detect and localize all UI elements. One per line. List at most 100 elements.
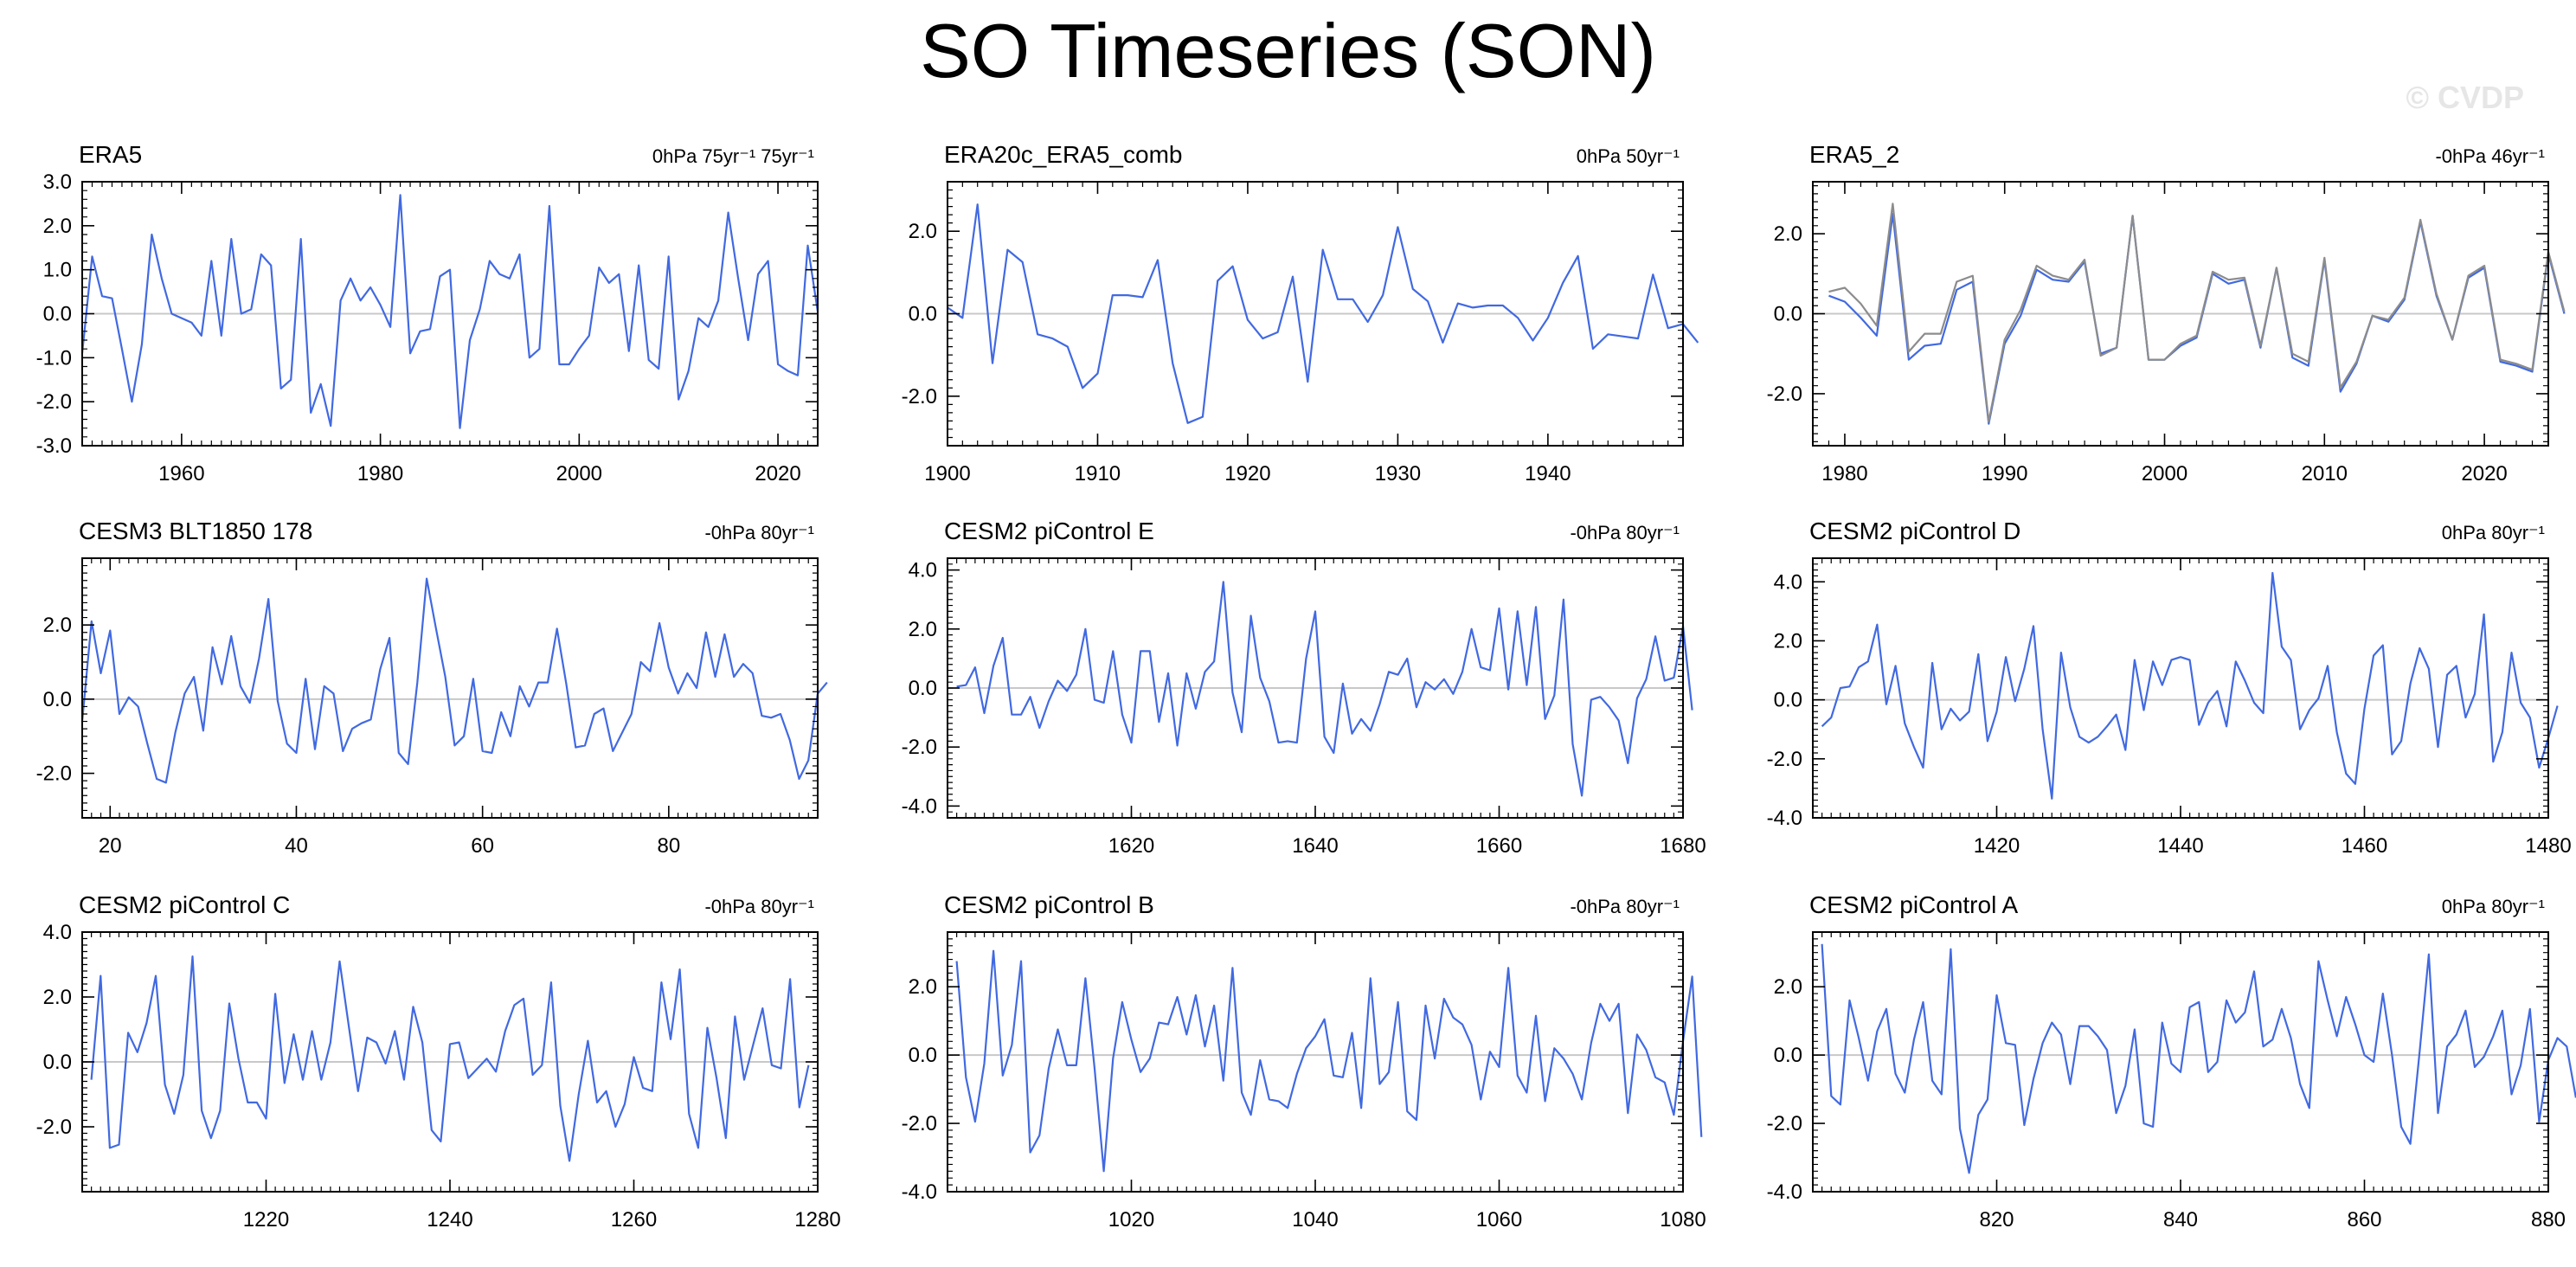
y-tick-label: -2.0 bbox=[36, 762, 72, 786]
series-line bbox=[1821, 943, 2576, 1174]
x-tick-label: 1680 bbox=[1660, 834, 1706, 858]
x-tick-label: 1080 bbox=[1660, 1208, 1706, 1232]
panel-4: CESM2 piControl E -0hPa 80yr⁻¹ 1620 1640 166… bbox=[902, 518, 1706, 858]
x-tick-label: 1060 bbox=[1476, 1208, 1522, 1232]
x-tick-label: 1420 bbox=[1974, 834, 2020, 858]
panel-title: ERA5_2 bbox=[1809, 141, 1899, 168]
x-tick-label: 1620 bbox=[1108, 834, 1154, 858]
panel-8: CESM2 piControl A 0hPa 80yr⁻¹ 820 840 860 880… bbox=[1767, 891, 2576, 1232]
y-tick-label: -1.0 bbox=[36, 346, 72, 370]
x-minor-ticks bbox=[1812, 558, 2549, 818]
panel-title: CESM2 piControl B bbox=[944, 891, 1154, 918]
y-tick-label: 4.0 bbox=[1774, 570, 1802, 594]
panel-3: CESM3 BLT1850 178 -0hPa 80yr⁻¹ 20 40 60 80 -2.… bbox=[36, 518, 828, 858]
y-tick-label: 4.0 bbox=[43, 921, 72, 944]
x-tick-label: 1440 bbox=[2157, 834, 2203, 858]
panel-title: CESM2 piControl A bbox=[1809, 891, 2019, 918]
x-tick-label: 1280 bbox=[794, 1208, 840, 1232]
y-tick-label: 1.0 bbox=[43, 259, 72, 282]
y-tick-label: -2.0 bbox=[36, 390, 72, 414]
x-tick-label: 820 bbox=[1979, 1208, 2014, 1232]
x-tick-label: 2000 bbox=[556, 462, 602, 486]
panel-subtitle: -0hPa 80yr⁻¹ bbox=[1570, 522, 1680, 543]
y-tick-label: 2.0 bbox=[43, 986, 72, 1009]
y-minor-ticks bbox=[1813, 185, 2548, 442]
x-tick-label: 1980 bbox=[1821, 462, 1867, 486]
y-tick-label: 0.0 bbox=[1774, 303, 1802, 326]
panel-5: CESM2 piControl D 0hPa 80yr⁻¹ 1420 1440 1460… bbox=[1767, 518, 2572, 858]
panel-title: CESM2 piControl D bbox=[1809, 518, 2020, 544]
x-tick-label: 20 bbox=[99, 834, 122, 858]
x-tick-label: 40 bbox=[285, 834, 308, 858]
y-tick-label: 2.0 bbox=[909, 618, 937, 641]
y-tick-label: 0.0 bbox=[43, 688, 72, 711]
y-minor-ticks bbox=[82, 931, 818, 1193]
panel-subtitle: -0hPa 80yr⁻¹ bbox=[1570, 896, 1680, 917]
y-tick-label: 2.0 bbox=[1774, 222, 1802, 246]
y-tick-label: -2.0 bbox=[1767, 383, 1802, 406]
panel-title: CESM3 BLT1850 178 bbox=[79, 518, 312, 544]
y-minor-ticks bbox=[948, 931, 1683, 1193]
y-tick-label: 2.0 bbox=[1774, 975, 1802, 999]
x-tick-label: 1260 bbox=[611, 1208, 657, 1232]
figure-title: SO Timeseries (SON) bbox=[920, 8, 1656, 93]
plot-frame bbox=[947, 931, 1684, 1193]
panel-subtitle: 0hPa 50yr⁻¹ bbox=[1577, 145, 1680, 167]
x-tick-label: 880 bbox=[2531, 1208, 2566, 1232]
panel-2: ERA5_2 -0hPa 46yr⁻¹ 1980 1990 2000 2010 2020 -2… bbox=[1767, 141, 2566, 486]
panel-subtitle: -0hPa 80yr⁻¹ bbox=[704, 522, 814, 543]
x-tick-label: 1040 bbox=[1292, 1208, 1338, 1232]
x-minor-ticks bbox=[1812, 932, 2549, 1192]
panel-title: CESM2 piControl C bbox=[79, 891, 290, 918]
x-tick-label: 1240 bbox=[427, 1208, 472, 1232]
plot-frame bbox=[1812, 931, 2549, 1193]
y-tick-label: 0.0 bbox=[1774, 1044, 1802, 1067]
series-line bbox=[80, 194, 819, 429]
x-tick-label: 2000 bbox=[2142, 462, 2187, 486]
x-tick-label: 60 bbox=[471, 834, 494, 858]
x-minor-ticks bbox=[947, 932, 1684, 1192]
y-tick-label: 0.0 bbox=[909, 303, 937, 326]
panel-subtitle: -0hPa 80yr⁻¹ bbox=[704, 896, 814, 917]
y-tick-label: 0.0 bbox=[909, 677, 937, 700]
x-minor-ticks bbox=[81, 932, 819, 1192]
y-tick-label: -2.0 bbox=[36, 1116, 72, 1139]
y-tick-label: 3.0 bbox=[43, 170, 72, 194]
y-tick-label: 2.0 bbox=[43, 614, 72, 637]
x-tick-label: 1990 bbox=[1982, 462, 2027, 486]
y-minor-ticks bbox=[948, 557, 1683, 819]
cvdp-watermark: © CVDP bbox=[2406, 80, 2524, 115]
y-minor-ticks bbox=[1813, 931, 2548, 1193]
x-tick-label: 1910 bbox=[1075, 462, 1121, 486]
y-tick-label: -2.0 bbox=[902, 736, 937, 759]
y-tick-label: 2.0 bbox=[43, 215, 72, 238]
y-tick-label: 0.0 bbox=[1774, 689, 1802, 712]
series-line bbox=[1828, 203, 2566, 423]
panel-subtitle: -0hPa 46yr⁻¹ bbox=[2435, 145, 2545, 167]
panel-subtitle: 0hPa 75yr⁻¹ 75yr⁻¹ bbox=[652, 145, 814, 167]
plot-frame bbox=[81, 557, 819, 819]
panel-6: CESM2 piControl C -0hPa 80yr⁻¹ 1220 1240 126… bbox=[36, 891, 841, 1232]
x-tick-label: 1480 bbox=[2525, 834, 2571, 858]
y-tick-label: -2.0 bbox=[1767, 748, 1802, 771]
x-tick-label: 1660 bbox=[1476, 834, 1522, 858]
panel-title: ERA5 bbox=[79, 141, 142, 168]
y-minor-ticks bbox=[948, 181, 1683, 447]
y-tick-label: 2.0 bbox=[909, 975, 937, 999]
x-tick-label: 1940 bbox=[1525, 462, 1571, 486]
x-tick-label: 80 bbox=[657, 834, 680, 858]
y-tick-label: 0.0 bbox=[909, 1044, 937, 1067]
series-line bbox=[956, 581, 1693, 797]
x-tick-label: 840 bbox=[2163, 1208, 2198, 1232]
y-tick-label: -4.0 bbox=[902, 794, 937, 818]
y-tick-label: -2.0 bbox=[902, 1112, 937, 1135]
x-tick-label: 1960 bbox=[158, 462, 204, 486]
y-tick-label: -3.0 bbox=[36, 434, 72, 458]
panel-title: CESM2 piControl E bbox=[944, 518, 1154, 544]
series-line bbox=[947, 203, 1699, 424]
x-minor-ticks bbox=[947, 558, 1684, 818]
y-tick-label: 2.0 bbox=[1774, 629, 1802, 653]
x-tick-label: 2010 bbox=[2302, 462, 2348, 486]
series-line bbox=[1821, 571, 2559, 800]
